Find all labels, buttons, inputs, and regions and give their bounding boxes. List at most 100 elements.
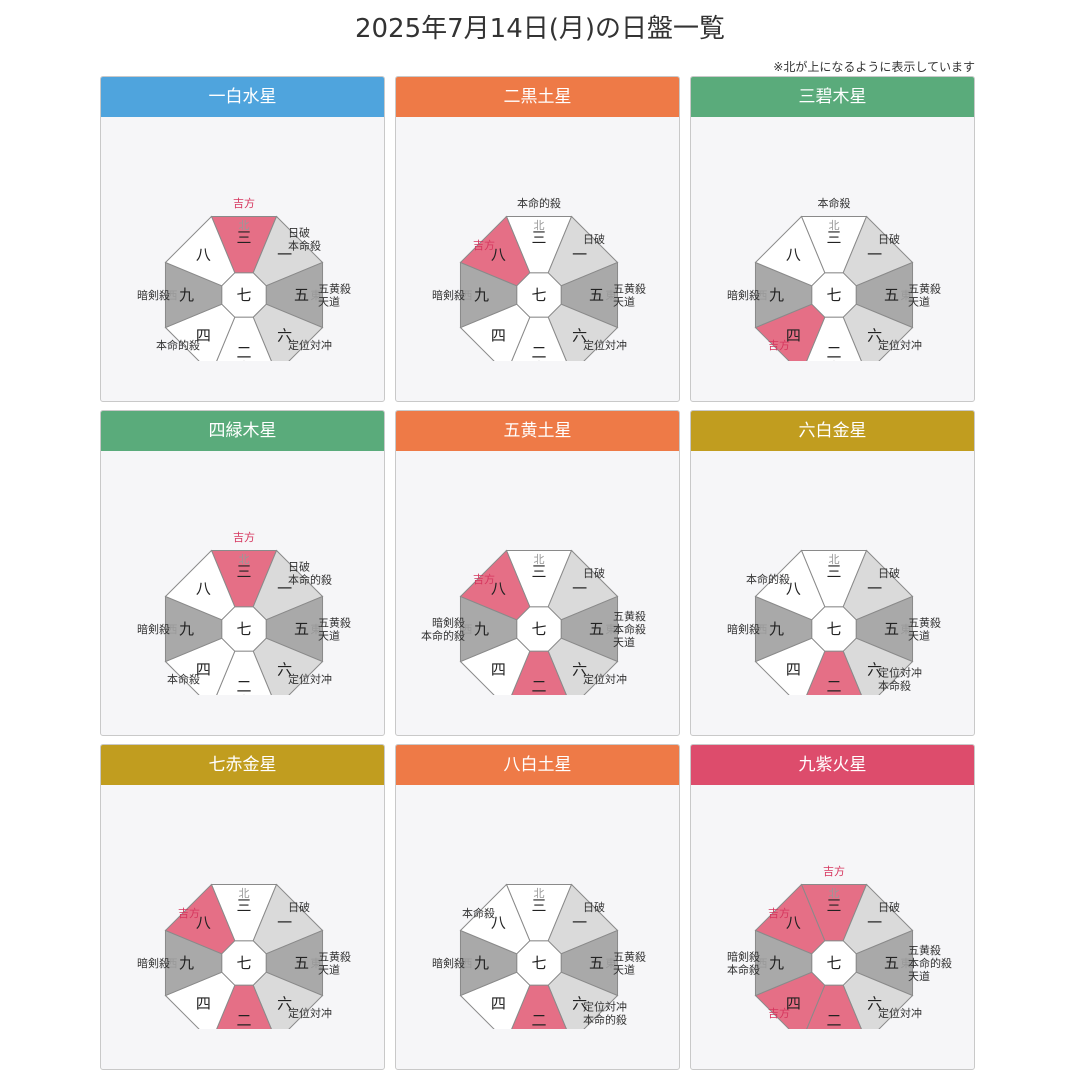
direction-label: 天道 xyxy=(613,295,635,309)
sector-number: 三 xyxy=(826,229,841,247)
compass-e: 東 xyxy=(901,623,912,636)
sector-number: 二 xyxy=(236,678,251,696)
sector-number: 二 xyxy=(531,678,546,696)
compass-w: 西 xyxy=(757,957,768,970)
compass-n: 北 xyxy=(534,219,545,232)
direction-label: 定位対冲 xyxy=(288,672,332,686)
sector-number: 九 xyxy=(769,954,784,972)
direction-label: 本命殺 xyxy=(462,906,495,920)
star-card: 七赤金星三一五六二四九八七北南東西日破五黄殺天道定位対冲吉方暗剣殺吉方 xyxy=(100,744,385,1070)
direction-label: 暗剣殺 xyxy=(432,616,465,630)
sector-number: 四 xyxy=(491,995,506,1013)
center-number: 七 xyxy=(531,620,546,638)
sector-number: 一 xyxy=(867,579,882,597)
sector-number: 一 xyxy=(572,245,587,263)
direction-label: 天道 xyxy=(908,629,930,643)
sector-number: 一 xyxy=(867,913,882,931)
direction-board: 三一五六二四九八七北南東西日破五黄殺天道定位対冲吉方暗剣殺吉方 xyxy=(137,883,351,1030)
direction-label: 定位対冲 xyxy=(878,666,922,680)
direction-board: 三一五六二四九八七北南東西日破五黄殺天道定位対冲本命殺吉方暗剣殺本命的殺 xyxy=(727,549,941,696)
direction-label: 五黄殺 xyxy=(908,943,941,957)
sector-number: 四 xyxy=(196,995,211,1013)
sector-number: 五 xyxy=(294,620,309,638)
center-number: 七 xyxy=(236,286,251,304)
star-card: 六白金星三一五六二四九八七北南東西日破五黄殺天道定位対冲本命殺吉方暗剣殺本命的殺 xyxy=(690,410,975,736)
sector-number: 四 xyxy=(196,327,211,345)
center-cell xyxy=(516,606,562,652)
compass-w: 西 xyxy=(167,957,178,970)
star-card-title: 二黒土星 xyxy=(396,77,679,117)
sector-number: 六 xyxy=(867,995,882,1013)
direction-board: 三一五六二四九八七北南東西本命的殺日破五黄殺天道定位対冲本命殺暗剣殺吉方 xyxy=(432,196,646,361)
compass-n: 北 xyxy=(239,553,250,566)
sector-number: 二 xyxy=(826,1012,841,1030)
direction-label: 暗剣殺 xyxy=(137,622,170,636)
sector-number: 一 xyxy=(572,913,587,931)
sector-number: 三 xyxy=(826,897,841,915)
compass-s: 南 xyxy=(829,360,840,361)
lucky-direction-label: 吉方 xyxy=(473,238,495,252)
direction-label: 日破 xyxy=(878,900,900,914)
direction-board: 三一五六二四九八七北南東西日破五黄殺天道定位対冲本命的殺吉方暗剣殺本命殺 xyxy=(432,883,646,1029)
sector-number: 九 xyxy=(769,286,784,304)
direction-label: 天道 xyxy=(613,963,635,977)
sector-number: 一 xyxy=(572,579,587,597)
star-card-title: 四緑木星 xyxy=(101,411,384,451)
sector-number: 九 xyxy=(474,620,489,638)
sector-number: 九 xyxy=(474,954,489,972)
sector-number: 二 xyxy=(236,1012,251,1030)
direction-label: 天道 xyxy=(613,635,635,649)
orientation-note: ※北が上になるように表示しています xyxy=(773,60,975,74)
compass-e: 東 xyxy=(311,957,322,970)
lucky-direction-label: 吉方 xyxy=(768,1006,790,1020)
sector-number: 六 xyxy=(277,661,292,679)
direction-label: 日破 xyxy=(288,226,310,240)
compass-e: 東 xyxy=(606,957,617,970)
center-cell xyxy=(811,940,857,986)
compass-e: 東 xyxy=(901,289,912,302)
direction-label: 定位対冲 xyxy=(583,338,627,352)
direction-label: 五黄殺 xyxy=(613,282,646,296)
direction-label: 本命殺 xyxy=(818,196,851,210)
sector-number: 八 xyxy=(196,579,211,597)
sector-number: 一 xyxy=(277,913,292,931)
compass-w: 西 xyxy=(757,289,768,302)
star-card-title: 九紫火星 xyxy=(691,745,974,785)
direction-label: 天道 xyxy=(318,963,340,977)
star-card: 八白土星三一五六二四九八七北南東西日破五黄殺天道定位対冲本命的殺吉方暗剣殺本命殺 xyxy=(395,744,680,1070)
sector-number: 五 xyxy=(294,286,309,304)
direction-label: 暗剣殺 xyxy=(727,950,760,964)
sector-number: 四 xyxy=(786,661,801,679)
direction-label: 五黄殺 xyxy=(613,609,646,623)
sector-number: 六 xyxy=(277,995,292,1013)
direction-label: 本命的殺 xyxy=(746,572,790,586)
direction-label: 暗剣殺 xyxy=(432,288,465,302)
sector-number: 四 xyxy=(786,327,801,345)
star-card-title: 一白水星 xyxy=(101,77,384,117)
center-number: 七 xyxy=(531,286,546,304)
compass-s: 南 xyxy=(829,1028,840,1029)
direction-label: 天道 xyxy=(908,295,930,309)
star-card-title: 五黄土星 xyxy=(396,411,679,451)
sector-number: 六 xyxy=(572,995,587,1013)
sector-number: 九 xyxy=(179,954,194,972)
compass-n: 北 xyxy=(829,219,840,232)
star-card: 九紫火星三一五六二四九八七北南東西吉方日破五黄殺本命的殺天道定位対冲吉方吉方暗剣… xyxy=(690,744,975,1070)
center-cell xyxy=(221,272,267,318)
sector-number: 四 xyxy=(491,327,506,345)
sector-number: 六 xyxy=(572,661,587,679)
sector-number: 六 xyxy=(867,327,882,345)
compass-w: 西 xyxy=(462,623,473,636)
compass-w: 西 xyxy=(757,623,768,636)
lucky-direction-label: 吉方 xyxy=(768,338,790,352)
sector-number: 二 xyxy=(826,678,841,696)
lucky-direction-label: 吉方 xyxy=(233,530,255,544)
compass-w: 西 xyxy=(462,957,473,970)
center-number: 七 xyxy=(826,954,841,972)
star-card-title: 三碧木星 xyxy=(691,77,974,117)
direction-label: 本命殺 xyxy=(167,672,200,686)
direction-label: 五黄殺 xyxy=(908,282,941,296)
sector-number: 八 xyxy=(491,245,506,263)
